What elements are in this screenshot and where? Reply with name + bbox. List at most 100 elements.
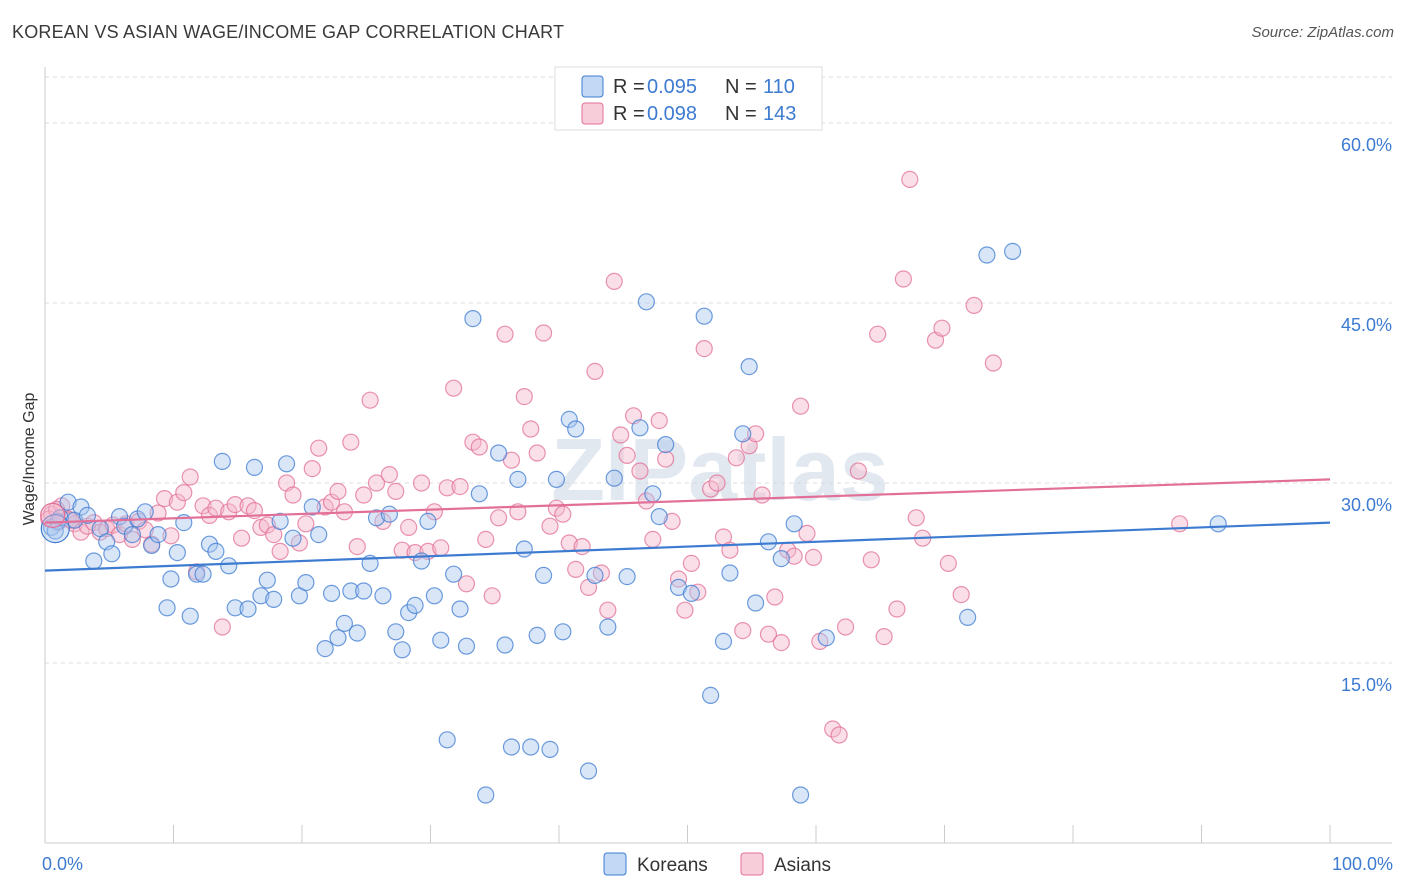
korean-point — [181, 607, 199, 625]
asian-point — [772, 633, 790, 652]
korean-point — [579, 762, 598, 780]
korean-point — [367, 509, 386, 527]
korean-point — [747, 594, 765, 612]
korean-point — [297, 573, 315, 592]
asian-point — [233, 529, 251, 547]
data-points — [40, 170, 1227, 804]
korean-point — [103, 545, 121, 563]
series-koreans — [42, 242, 1227, 804]
asian-point — [612, 426, 630, 444]
korean-point — [740, 358, 758, 376]
korean-point — [605, 469, 623, 487]
korean-point — [721, 564, 739, 582]
asian-point — [534, 324, 553, 342]
asian-point — [869, 325, 887, 343]
bottom-legend-swatch-asians — [740, 852, 764, 876]
asian-point — [438, 479, 456, 497]
korean-point — [387, 623, 405, 641]
asian-point — [528, 444, 546, 462]
korean-point — [1209, 515, 1227, 533]
watermark: ZIPatlas — [551, 420, 888, 519]
y-tick-label: 15.0% — [1341, 675, 1392, 695]
korean-point — [284, 529, 302, 547]
korean-point — [978, 246, 996, 264]
korean-point — [534, 566, 553, 585]
korean-point — [791, 786, 810, 804]
legend-r-value-asians: 0.098 — [647, 103, 697, 125]
asian-point — [708, 474, 726, 492]
asian-point — [149, 504, 167, 522]
asian-point — [162, 527, 180, 545]
asian-point — [637, 492, 655, 510]
korean-point — [342, 582, 360, 600]
asian-point — [284, 486, 302, 504]
asian-point — [258, 516, 276, 534]
asian-point-cluster — [40, 502, 66, 529]
korean-point — [425, 587, 443, 605]
asian-point — [123, 530, 141, 549]
asian-point — [901, 170, 919, 188]
asian-point — [663, 512, 681, 531]
asian-point — [62, 511, 80, 529]
asian-point — [412, 474, 431, 492]
korean-point — [271, 512, 289, 531]
asian-point — [380, 466, 398, 484]
korean-point — [348, 624, 366, 642]
korean-point — [200, 535, 219, 553]
korean-point — [509, 470, 527, 488]
bottom-legend-swatch-koreans — [603, 852, 627, 876]
legend-r-value-koreans: 0.095 — [647, 76, 697, 98]
asian-point — [933, 319, 951, 337]
legend-n-label-asians: N = — [725, 103, 757, 125]
korean-point — [158, 599, 176, 617]
asian-point — [939, 554, 957, 573]
korean-point — [586, 566, 604, 585]
axes — [44, 67, 1392, 844]
asian-point — [310, 439, 328, 457]
korean-point — [400, 603, 418, 622]
korean-point — [393, 641, 411, 659]
korean-point — [528, 626, 546, 645]
top-legend: R = 0.095 N = 110 R = 0.098 N = 143 — [554, 66, 823, 131]
tick-labels: 15.0% 30.0% 45.0% 60.0% 0.0% 100.0% Wage/Incom… — [21, 135, 1393, 874]
korean-point — [522, 738, 540, 756]
asian-point — [984, 354, 1002, 372]
korean-point — [303, 498, 321, 516]
korean-point — [329, 629, 347, 647]
korean-point — [239, 600, 257, 618]
asian-point — [470, 438, 488, 456]
asian-point — [387, 482, 405, 500]
legend-r-label-koreans: R = — [613, 76, 645, 98]
asian-point — [907, 509, 925, 527]
asian-point — [657, 450, 675, 468]
asian-point — [213, 618, 231, 636]
korean-point — [599, 618, 617, 636]
asian-point — [490, 509, 508, 527]
korean-point — [277, 455, 296, 473]
asian-point — [862, 551, 880, 569]
asian-point — [168, 493, 186, 511]
asian-point — [155, 490, 174, 508]
trend-line-asians — [44, 478, 1331, 524]
asian-point — [650, 412, 668, 430]
korean-point — [355, 582, 373, 600]
y-tick-label: 30.0% — [1341, 495, 1392, 515]
asian-point — [830, 726, 848, 744]
asian-point — [888, 600, 906, 618]
asian-point — [875, 627, 893, 646]
asian-point — [759, 625, 778, 643]
korean-point — [168, 543, 186, 562]
asian-point — [753, 486, 771, 504]
asian-point — [689, 583, 707, 601]
korean-point — [226, 599, 244, 617]
asian-point — [110, 525, 129, 544]
y-tick-label: 45.0% — [1341, 315, 1392, 335]
korean-point — [136, 503, 154, 521]
korean-point — [554, 623, 572, 641]
asian-point — [567, 560, 585, 579]
korean-point — [695, 307, 713, 325]
korean-point — [451, 600, 469, 618]
bottom-legend-asians: Asians — [774, 855, 831, 876]
korean-point — [143, 536, 161, 555]
asian-point — [425, 503, 443, 521]
